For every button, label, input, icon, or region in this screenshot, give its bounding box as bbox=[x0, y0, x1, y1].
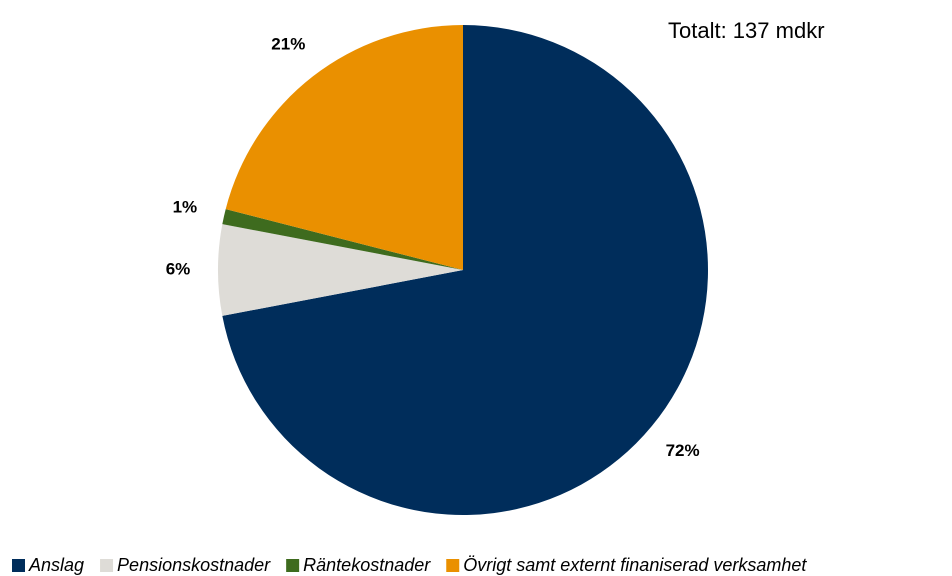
annotation: Totalt: 137 mdkr bbox=[668, 18, 825, 43]
pie-slice bbox=[225, 24, 463, 271]
pie-slice bbox=[222, 209, 463, 270]
data-label: 21% bbox=[271, 34, 305, 53]
legend-swatch bbox=[100, 559, 114, 572]
legend-label: Räntekostnader bbox=[303, 555, 431, 575]
legend-swatch bbox=[12, 559, 25, 572]
legend-label: Övrigt samt externt finaniserad verksamh… bbox=[463, 555, 807, 575]
pie-slice bbox=[222, 25, 708, 515]
legend-label: Pensionskostnader bbox=[117, 555, 271, 575]
data-label: 1% bbox=[173, 197, 198, 216]
legend-swatch bbox=[446, 559, 460, 572]
data-label: 6% bbox=[166, 259, 191, 278]
legend-label: Anslag bbox=[28, 555, 84, 575]
pie-slice bbox=[218, 224, 463, 316]
data-label: 72% bbox=[666, 441, 700, 460]
legend-swatch bbox=[286, 559, 300, 572]
